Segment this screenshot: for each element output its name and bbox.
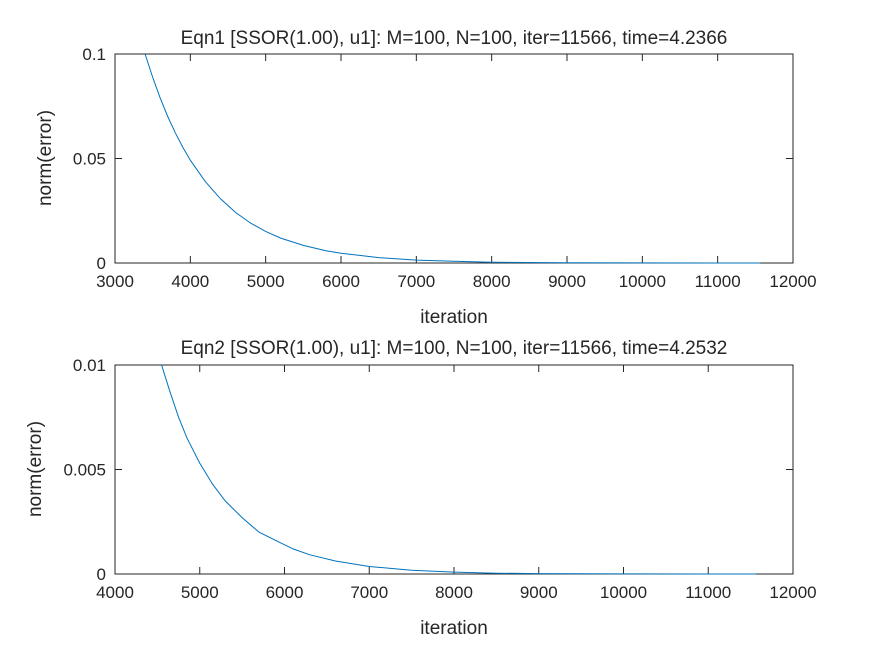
x-tick-label: 4000	[96, 583, 134, 602]
x-axis-label-2: iteration	[420, 618, 488, 639]
x-tick-label: 9000	[548, 272, 586, 291]
x-tick-label: 6000	[266, 583, 304, 602]
subplot-1: 3000 4000 5000 6000 7000 8000 9000 10000 11000 12…	[35, 28, 817, 328]
x-tick-label: 4000	[171, 272, 209, 291]
x-tick-label: 7000	[350, 583, 388, 602]
y-tick-label: 0.01	[73, 356, 106, 375]
y-ticks-1: 0 0.05 0.1	[73, 45, 793, 273]
y-tick-label: 0	[97, 254, 106, 273]
y-tick-label: 0.05	[73, 150, 106, 169]
x-tick-label: 5000	[181, 583, 219, 602]
x-tick-label: 8000	[473, 272, 511, 291]
x-axis-label-1: iteration	[420, 307, 488, 328]
x-ticks-1: 3000 4000 5000 6000 7000 8000 9000 10000 11000 12…	[96, 54, 817, 291]
x-tick-label: 3000	[96, 272, 134, 291]
y-ticks-2: 0 0.005 0.01	[63, 356, 793, 584]
y-tick-label: 0.005	[63, 461, 106, 480]
x-tick-label: 12000	[769, 272, 816, 291]
x-tick-label: 10000	[600, 583, 647, 602]
x-tick-label: 5000	[247, 272, 285, 291]
error-curve	[144, 53, 761, 264]
x-tick-label: 12000	[769, 583, 816, 602]
curves-1	[144, 53, 761, 264]
x-ticks-2: 4000 5000 6000 7000 8000 9000 10000 11000 12000	[96, 365, 817, 602]
y-axis-label-2: norm(error)	[25, 421, 46, 517]
curves-2	[161, 364, 757, 575]
subplot-2: 4000 5000 6000 7000 8000 9000 10000 11000 12000 …	[25, 338, 817, 639]
y-tick-label: 0	[97, 565, 106, 584]
plot-area-2	[114, 364, 794, 575]
chart-title-1: Eqn1 [SSOR(1.00), u1]: M=100, N=100, ite…	[181, 28, 728, 49]
x-tick-label: 8000	[435, 583, 473, 602]
x-tick-label: 9000	[520, 583, 558, 602]
x-tick-label: 7000	[397, 272, 435, 291]
plot-area-1	[114, 53, 794, 264]
x-tick-label: 6000	[322, 272, 360, 291]
x-tick-label: 11000	[685, 583, 731, 602]
x-tick-label: 11000	[695, 272, 741, 291]
y-axis-label-1: norm(error)	[35, 110, 56, 206]
y-tick-label: 0.1	[82, 45, 106, 64]
error-curve	[161, 364, 757, 575]
chart-title-2: Eqn2 [SSOR(1.00), u1]: M=100, N=100, ite…	[181, 338, 728, 359]
x-tick-label: 10000	[619, 272, 666, 291]
